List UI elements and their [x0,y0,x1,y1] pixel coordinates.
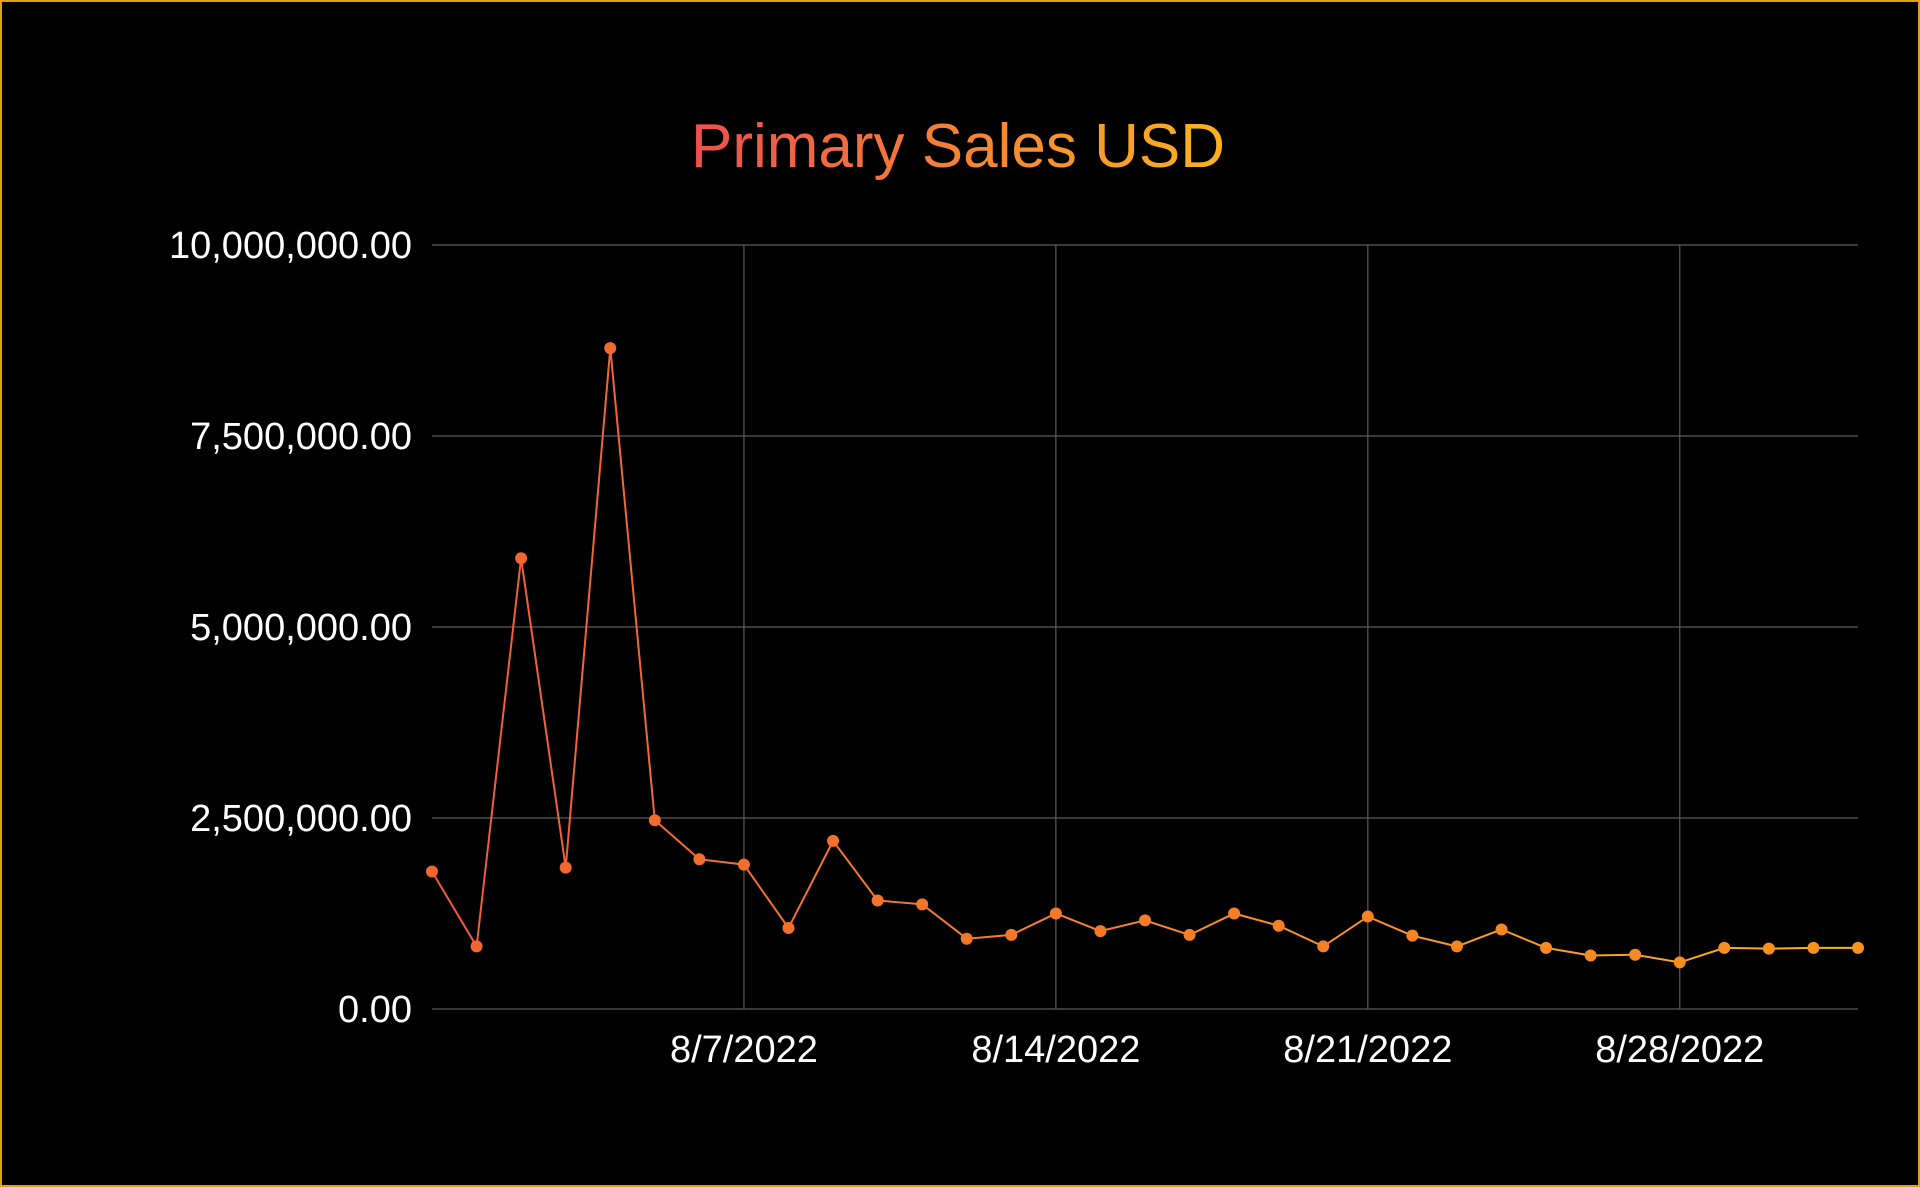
data-point [1852,941,1864,954]
data-point [827,834,840,847]
data-point [1183,928,1196,941]
data-point [1272,919,1285,932]
data-point [1540,941,1553,954]
data-point [693,853,706,866]
data-point [1718,941,1731,954]
data-point [648,814,661,827]
data-point [1406,929,1419,942]
data-point [1049,907,1062,920]
chart-title: Primary Sales USD [691,112,1225,181]
data-point [426,865,438,878]
data-point [1673,956,1686,969]
data-point [960,932,973,945]
data-point [737,858,750,871]
data-point [1139,914,1151,927]
y-tick-label: 0.00 [338,989,412,1031]
y-tick-label: 2,500,000.00 [190,798,412,840]
data-point [871,894,884,907]
data-point [916,898,929,911]
data-point [1495,923,1508,936]
data-point [1629,948,1642,961]
data-point [470,940,483,953]
data-point [1762,942,1775,955]
x-tick-label: 8/14/2022 [971,1029,1140,1071]
x-tick-label: 8/28/2022 [1595,1029,1764,1071]
y-axis-ticks: 0.00 2,500,000.00 5,000,000.00 7,500,000.00… [169,225,412,1031]
data-point [1094,925,1107,938]
x-tick-label: 8/7/2022 [670,1029,818,1071]
x-axis-ticks: 8/7/2022 8/14/2022 8/21/2022 8/28/2022 [670,1029,1764,1071]
data-point [515,552,528,565]
data-point [1005,928,1018,941]
data-point [1807,941,1820,954]
data-point [1228,907,1241,920]
grid-layer [432,244,1858,1010]
x-tick-label: 8/21/2022 [1283,1029,1452,1071]
data-point [782,922,795,935]
data-point [1317,940,1330,953]
series-layer [426,342,1864,969]
data-point [1584,949,1597,962]
data-point [559,861,572,874]
series-line [431,348,1858,964]
y-tick-label: 7,500,000.00 [190,416,412,458]
data-point [1450,940,1463,953]
y-tick-label: 10,000,000.00 [169,225,412,267]
data-point [604,342,617,355]
data-point [1361,910,1374,923]
y-tick-label: 5,000,000.00 [190,607,412,649]
